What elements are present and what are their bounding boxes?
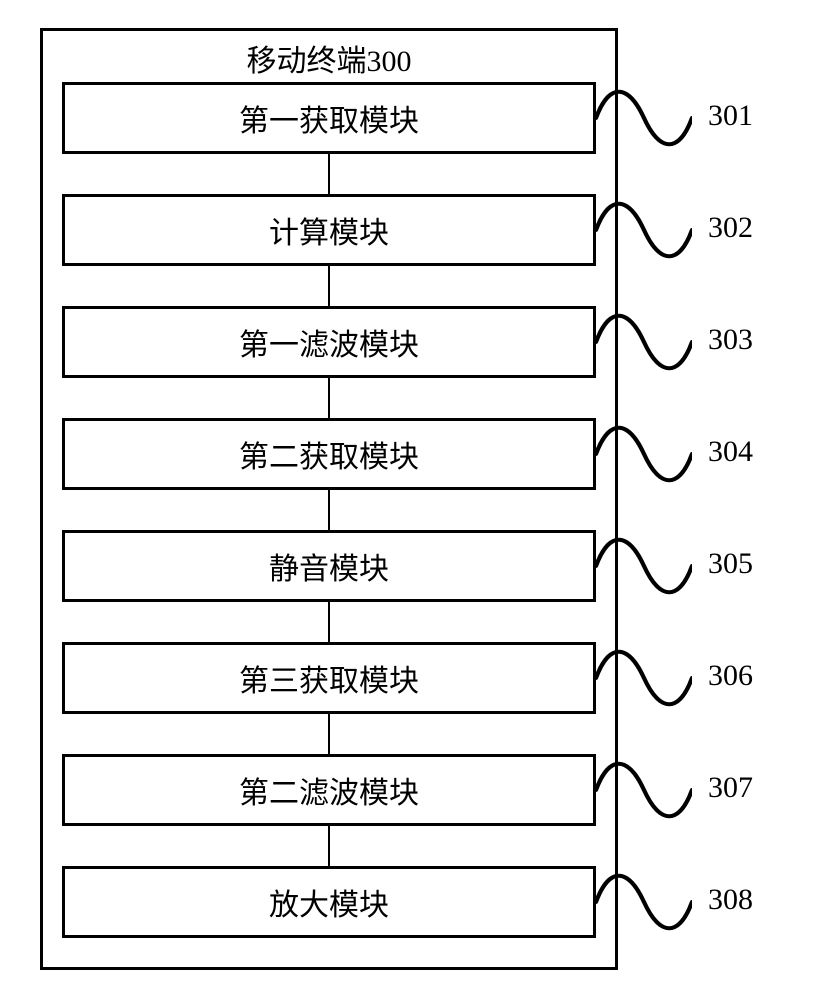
wave-connector-icon	[596, 83, 692, 153]
vertical-connector	[328, 154, 330, 194]
module-box: 第二获取模块	[62, 418, 596, 490]
vertical-connector	[328, 490, 330, 530]
module-reference-label: 305	[708, 547, 753, 581]
module-reference-label: 301	[708, 99, 753, 133]
module-reference-label: 302	[708, 211, 753, 245]
wave-connector-icon	[596, 419, 692, 489]
module-reference-label: 307	[708, 771, 753, 805]
wave-connector-icon	[596, 307, 692, 377]
module-reference-label: 304	[708, 435, 753, 469]
diagram-canvas: 移动终端300 第一获取模块计算模块第一滤波模块第二获取模块静音模块第三获取模块…	[0, 0, 829, 1000]
module-box: 放大模块	[62, 866, 596, 938]
vertical-connector	[328, 826, 330, 866]
diagram-title: 移动终端300	[40, 36, 618, 80]
module-box: 第二滤波模块	[62, 754, 596, 826]
module-box: 第一获取模块	[62, 82, 596, 154]
wave-connector-icon	[596, 531, 692, 601]
wave-connector-icon	[596, 755, 692, 825]
module-reference-label: 306	[708, 659, 753, 693]
module-box: 第三获取模块	[62, 642, 596, 714]
vertical-connector	[328, 378, 330, 418]
module-box: 计算模块	[62, 194, 596, 266]
vertical-connector	[328, 266, 330, 306]
wave-connector-icon	[596, 643, 692, 713]
module-reference-label: 303	[708, 323, 753, 357]
wave-connector-icon	[596, 195, 692, 265]
module-reference-label: 308	[708, 883, 753, 917]
module-box: 静音模块	[62, 530, 596, 602]
vertical-connector	[328, 602, 330, 642]
module-box: 第一滤波模块	[62, 306, 596, 378]
wave-connector-icon	[596, 867, 692, 937]
vertical-connector	[328, 714, 330, 754]
